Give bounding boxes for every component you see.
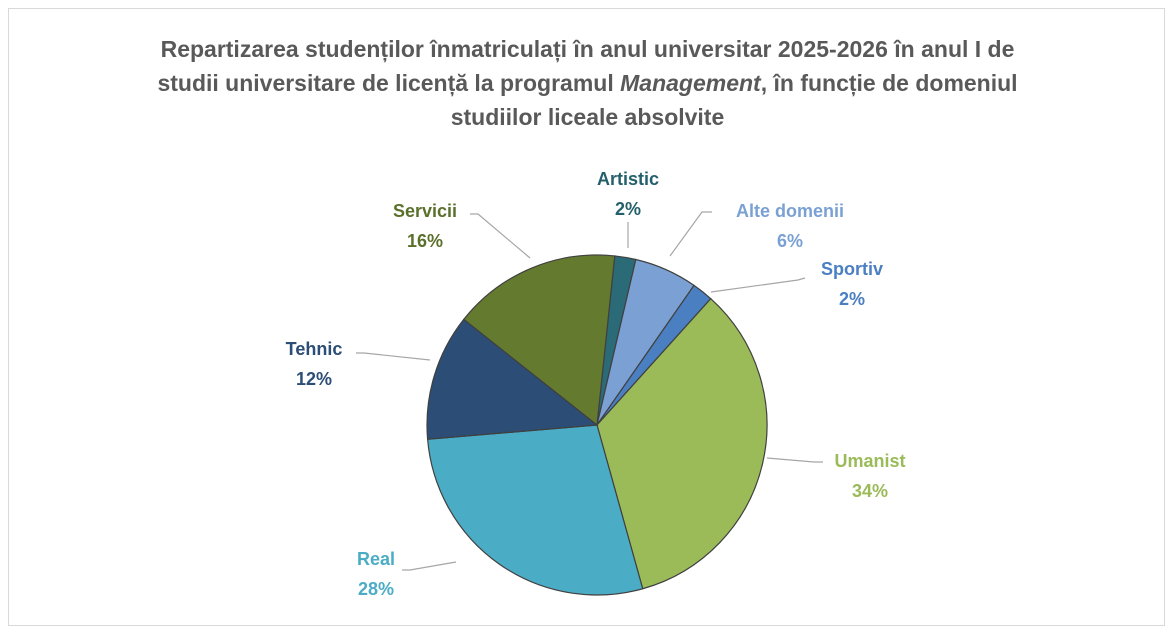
category-label: Artistic [597, 169, 659, 189]
leader-line [356, 352, 431, 361]
chart-frame [8, 8, 1165, 626]
title-part: , în funcție de domeniul studiilor licea… [450, 70, 1018, 130]
category-label: Sportiv [821, 259, 883, 279]
title-part: Management [620, 70, 761, 96]
title-part: Repartizarea studenților înmatriculați î… [157, 36, 1015, 96]
leader-line [766, 457, 823, 463]
pie-slice [426, 424, 644, 596]
value-label: 2% [839, 289, 865, 309]
pie-slice [596, 297, 768, 590]
value-label: 34% [852, 481, 888, 501]
pie-slice [462, 254, 616, 427]
category-label: Alte domenii [736, 201, 844, 221]
category-label: Real [357, 549, 395, 569]
value-label: 2% [615, 199, 641, 219]
value-label: 28% [358, 579, 394, 599]
category-label: Servicii [393, 201, 457, 221]
category-label: Umanist [834, 451, 905, 471]
chart-title: Repartizarea studenților înmatriculați î… [130, 32, 1045, 134]
leader-line [669, 211, 712, 257]
pie-slice [426, 318, 599, 440]
leader-line [470, 213, 531, 259]
value-label: 12% [296, 369, 332, 389]
value-label: 6% [777, 231, 803, 251]
category-label: Tehnic [286, 339, 343, 359]
leader-line [710, 277, 806, 293]
leader-line [402, 561, 457, 571]
value-label: 16% [407, 231, 443, 251]
